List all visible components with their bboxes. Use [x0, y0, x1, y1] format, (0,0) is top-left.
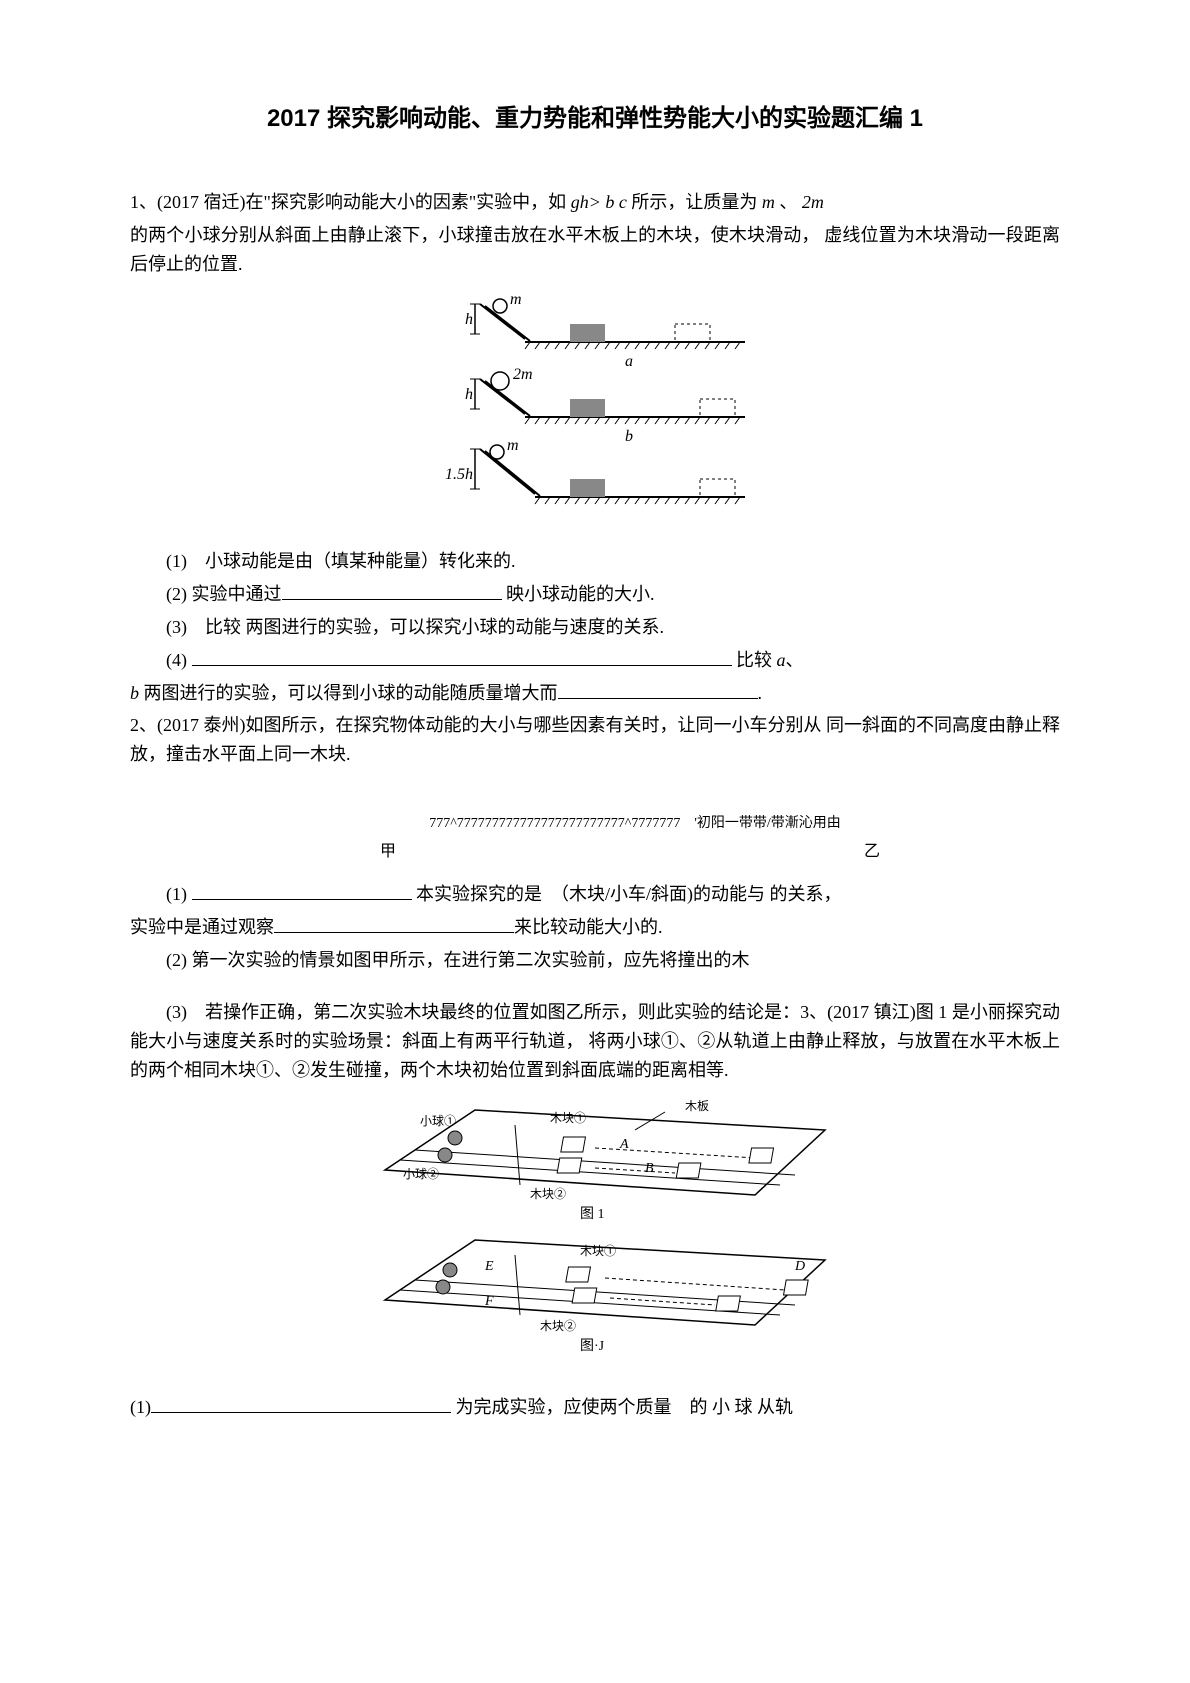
q2-p1a: (1) — [166, 884, 192, 904]
q2-p2: (2) 第一次实验的情景如图甲所示，在进行第二次实验前，应先将撞出的木 — [130, 946, 1060, 975]
label-h: h — [465, 311, 473, 328]
svg-text:D: D — [794, 1259, 805, 1274]
label-a: a — [625, 353, 633, 370]
q1-p2b: 映小球动能的大小. — [502, 584, 655, 604]
q1-p4: (4) 比较 a、 — [130, 646, 1060, 675]
q2-p1c: 实验中是通过观察 — [130, 917, 274, 937]
label-fig1: 图 1 — [580, 1207, 605, 1222]
svg-text:1.5h: 1.5h — [445, 466, 473, 483]
q1-p2: (2) 实验中通过 映小球动能的大小. — [130, 580, 1060, 609]
q1-p3: (3) 比较 两图进行的实验，可以探究小球的动能与速度的关系. — [130, 613, 1060, 642]
q2-p1b: 本实验探究的是 （木块/小车/斜面)的动能与 的关系， — [412, 884, 842, 904]
q2-intro: 2、(2017 泰州)如图所示，在探究物体动能的大小与哪些因素有关时，让同一小车… — [130, 711, 1060, 769]
label-m: m — [510, 294, 522, 308]
q1-p2a: (2) 实验中通过 — [166, 584, 282, 604]
q1-p5b: 两图进行的实验，可以得到小球的动能随质量增大而 — [144, 683, 558, 703]
q2-noise: 777^777777777777777777777777^7777777 '初阳… — [130, 813, 1060, 835]
svg-text:F: F — [484, 1294, 494, 1309]
svg-text:E: E — [484, 1259, 494, 1274]
svg-text:木块②: 木块② — [540, 1319, 576, 1333]
label-board: 木板 — [685, 1100, 709, 1113]
caption-yi: 乙 — [864, 839, 880, 865]
page-title: 2017 探究影响动能、重力势能和弹性势能大小的实验题汇编 1 — [130, 100, 1060, 138]
svg-text:木块①: 木块① — [580, 1244, 616, 1258]
q2-p1: (1) 本实验探究的是 （木块/小车/斜面)的动能与 的关系， — [130, 880, 1060, 909]
q1-p5a: b — [130, 683, 139, 703]
label-ball1: 小球① — [420, 1114, 456, 1128]
q1-mass2: 2m — [802, 192, 824, 212]
q3-p1: (1) 为完成实验，应使两个质量 的 小 球 从轨 — [130, 1393, 1060, 1422]
caption-jia: 甲 — [380, 839, 396, 865]
q1-p4d: 、 — [786, 650, 804, 670]
label-block1: 木块① — [550, 1111, 586, 1125]
blank — [274, 915, 514, 933]
q2-p1d: 来比较动能大小的. — [514, 917, 663, 937]
q1-p4b: 比较 — [732, 650, 773, 670]
label-2m: 2m — [513, 366, 533, 383]
q1-sep: 、 — [779, 192, 797, 212]
svg-text:B: B — [645, 1161, 654, 1176]
q3-p1b: 为完成实验，应使两个质量 的 小 球 从轨 — [451, 1397, 793, 1417]
q3-diagram: 小球① 小球② 木块① 木块② 木板 A B 图 1 E F — [130, 1100, 1060, 1379]
q3-intro: (3) 若操作正确，第二次实验木块最终的位置如图乙所示，则此实验的结论是：3、(… — [130, 998, 1060, 1084]
q1-p5: b 两图进行的实验，可以得到小球的动能随质量增大而. — [130, 679, 1060, 708]
q1-ref: gh> b c — [571, 192, 627, 212]
label-fig2: 图·J — [580, 1339, 605, 1354]
q1-p1: (1) 小球动能是由（填某种能量）转化来的. — [130, 547, 1060, 576]
q1-p4a: (4) — [166, 650, 192, 670]
q2-captions: 甲 乙 — [130, 839, 1060, 865]
q3-p1a: (1) — [130, 1397, 151, 1417]
label-ball2: 小球② — [403, 1167, 439, 1181]
q1-intro: 1、(2017 宿迁)在"探究影响动能大小的因素"实验中，如 gh> b c 所… — [130, 188, 1060, 217]
q1-p5c: . — [758, 683, 763, 703]
q1-mass1: m — [762, 192, 775, 212]
blank — [192, 882, 412, 900]
blank — [192, 648, 732, 666]
blank — [151, 1395, 451, 1413]
svg-text:m: m — [507, 437, 519, 454]
q1-intro-part2: 所示，让质量为 — [631, 192, 757, 212]
label-block2: 木块② — [530, 1187, 566, 1201]
q1-p4c: a — [777, 650, 786, 670]
q1-intro-l2: 的两个小球分别从斜面上由静止滚下，小球撞击放在水平木板上的木块，使木块滑动， 虚… — [130, 221, 1060, 279]
blank — [282, 582, 502, 600]
q1-diagram: h m a — [130, 294, 1060, 533]
q1-intro-part1: 1、(2017 宿迁)在"探究影响动能大小的因素"实验中，如 — [130, 192, 566, 212]
svg-text:h: h — [465, 386, 473, 403]
blank — [558, 681, 758, 699]
label-b: b — [625, 428, 633, 445]
q2-p1c-line: 实验中是通过观察 来比较动能大小的. — [130, 913, 1060, 942]
